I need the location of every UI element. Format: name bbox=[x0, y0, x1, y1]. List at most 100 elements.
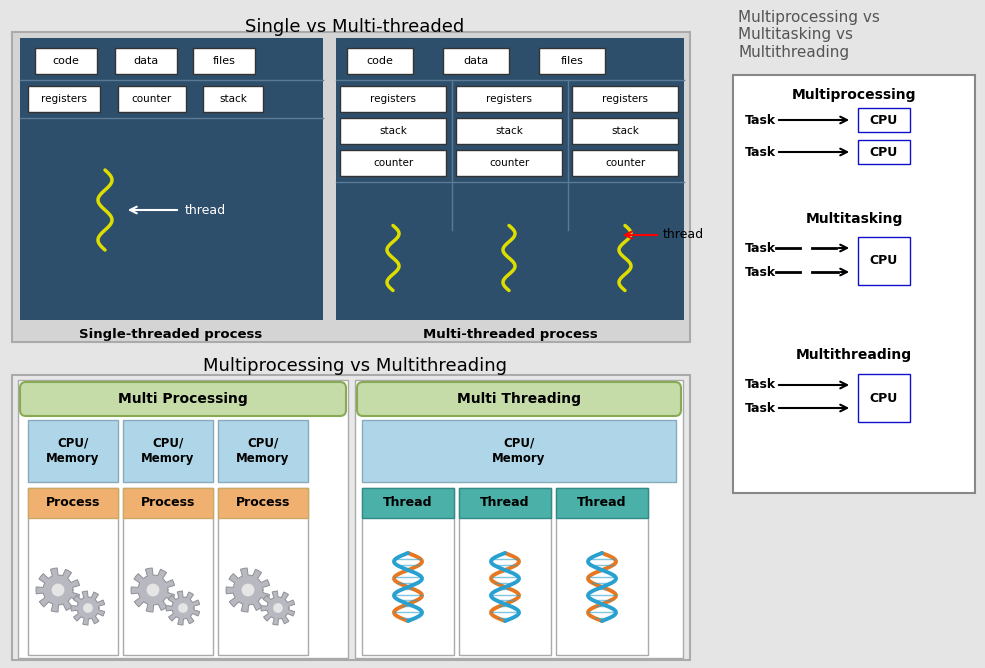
Bar bbox=[362, 420, 676, 482]
Bar bbox=[123, 488, 213, 655]
Circle shape bbox=[148, 584, 159, 596]
Bar bbox=[539, 48, 605, 74]
Bar bbox=[340, 150, 446, 176]
FancyBboxPatch shape bbox=[20, 382, 346, 416]
Bar bbox=[18, 380, 348, 658]
Text: counter: counter bbox=[132, 94, 172, 104]
Polygon shape bbox=[131, 568, 174, 612]
Text: thread: thread bbox=[185, 204, 227, 216]
Bar bbox=[572, 118, 678, 144]
Bar bbox=[362, 488, 454, 655]
Bar bbox=[733, 75, 975, 493]
Bar bbox=[347, 48, 413, 74]
Text: data: data bbox=[463, 56, 489, 66]
Circle shape bbox=[274, 604, 282, 612]
Bar bbox=[456, 150, 562, 176]
Text: registers: registers bbox=[41, 94, 87, 104]
Bar bbox=[340, 86, 446, 112]
Bar bbox=[20, 38, 323, 320]
Text: code: code bbox=[366, 56, 393, 66]
Text: Thread: Thread bbox=[383, 496, 432, 510]
Bar bbox=[12, 375, 690, 660]
Bar bbox=[443, 48, 509, 74]
Text: Process: Process bbox=[141, 496, 195, 510]
Bar bbox=[193, 48, 255, 74]
Text: data: data bbox=[133, 56, 159, 66]
Text: registers: registers bbox=[370, 94, 416, 104]
Bar bbox=[218, 488, 308, 655]
Text: CPU/
Memory: CPU/ Memory bbox=[492, 437, 546, 465]
Text: Thread: Thread bbox=[577, 496, 626, 510]
Bar bbox=[12, 32, 690, 342]
Text: Multiprocessing vs Multithreading: Multiprocessing vs Multithreading bbox=[203, 357, 507, 375]
Bar bbox=[123, 488, 213, 518]
Bar bbox=[28, 86, 100, 112]
Bar bbox=[118, 86, 186, 112]
Text: Single vs Multi-threaded: Single vs Multi-threaded bbox=[245, 18, 465, 36]
Text: CPU: CPU bbox=[870, 146, 898, 158]
Bar bbox=[456, 86, 562, 112]
Text: Process: Process bbox=[235, 496, 291, 510]
Text: Process: Process bbox=[46, 496, 100, 510]
Bar bbox=[858, 108, 910, 132]
Polygon shape bbox=[166, 591, 200, 625]
Text: Task: Task bbox=[745, 146, 776, 158]
Bar bbox=[858, 374, 910, 422]
Text: Task: Task bbox=[745, 401, 776, 415]
Text: Multithreading: Multithreading bbox=[796, 348, 912, 362]
Text: counter: counter bbox=[373, 158, 413, 168]
Circle shape bbox=[179, 604, 187, 612]
Text: Task: Task bbox=[745, 265, 776, 279]
Text: CPU: CPU bbox=[870, 114, 898, 126]
Text: Task: Task bbox=[745, 114, 776, 126]
Text: CPU/
Memory: CPU/ Memory bbox=[236, 437, 290, 465]
FancyBboxPatch shape bbox=[357, 382, 681, 416]
Bar bbox=[203, 86, 263, 112]
Text: CPU: CPU bbox=[870, 255, 898, 267]
Bar bbox=[28, 488, 118, 655]
Text: Single-threaded process: Single-threaded process bbox=[80, 328, 263, 341]
Circle shape bbox=[84, 604, 93, 612]
Bar bbox=[28, 488, 118, 518]
Bar bbox=[858, 237, 910, 285]
Text: Thread: Thread bbox=[481, 496, 530, 510]
Text: Multiprocessing vs
Multitasking vs
Multithreading: Multiprocessing vs Multitasking vs Multi… bbox=[738, 10, 880, 60]
Bar bbox=[218, 488, 308, 518]
Bar bbox=[572, 86, 678, 112]
Text: Task: Task bbox=[745, 379, 776, 391]
Text: stack: stack bbox=[379, 126, 407, 136]
Text: Multiprocessing: Multiprocessing bbox=[792, 88, 916, 102]
Bar bbox=[115, 48, 177, 74]
Text: registers: registers bbox=[602, 94, 648, 104]
Bar bbox=[459, 488, 551, 518]
Text: CPU/
Memory: CPU/ Memory bbox=[46, 437, 99, 465]
Bar bbox=[218, 420, 308, 482]
Bar bbox=[362, 488, 454, 518]
Text: CPU/
Memory: CPU/ Memory bbox=[141, 437, 195, 465]
Bar bbox=[556, 488, 648, 518]
Circle shape bbox=[242, 584, 254, 596]
Text: Multi Processing: Multi Processing bbox=[118, 392, 248, 406]
Text: CPU: CPU bbox=[870, 391, 898, 405]
Bar bbox=[572, 150, 678, 176]
Text: thread: thread bbox=[663, 228, 704, 242]
Bar bbox=[336, 38, 684, 320]
Polygon shape bbox=[36, 568, 80, 612]
Bar bbox=[123, 420, 213, 482]
Bar bbox=[456, 118, 562, 144]
Text: stack: stack bbox=[611, 126, 639, 136]
Text: Multitasking: Multitasking bbox=[806, 212, 902, 226]
Text: stack: stack bbox=[219, 94, 247, 104]
Bar bbox=[35, 48, 97, 74]
Text: counter: counter bbox=[605, 158, 645, 168]
Polygon shape bbox=[71, 591, 104, 625]
Bar bbox=[355, 380, 683, 658]
Text: Multi-threaded process: Multi-threaded process bbox=[423, 328, 597, 341]
Bar bbox=[28, 420, 118, 482]
Bar bbox=[459, 488, 551, 655]
Text: Multi Threading: Multi Threading bbox=[457, 392, 581, 406]
Bar bbox=[858, 140, 910, 164]
Text: files: files bbox=[560, 56, 583, 66]
Circle shape bbox=[52, 584, 64, 596]
Polygon shape bbox=[261, 591, 295, 625]
